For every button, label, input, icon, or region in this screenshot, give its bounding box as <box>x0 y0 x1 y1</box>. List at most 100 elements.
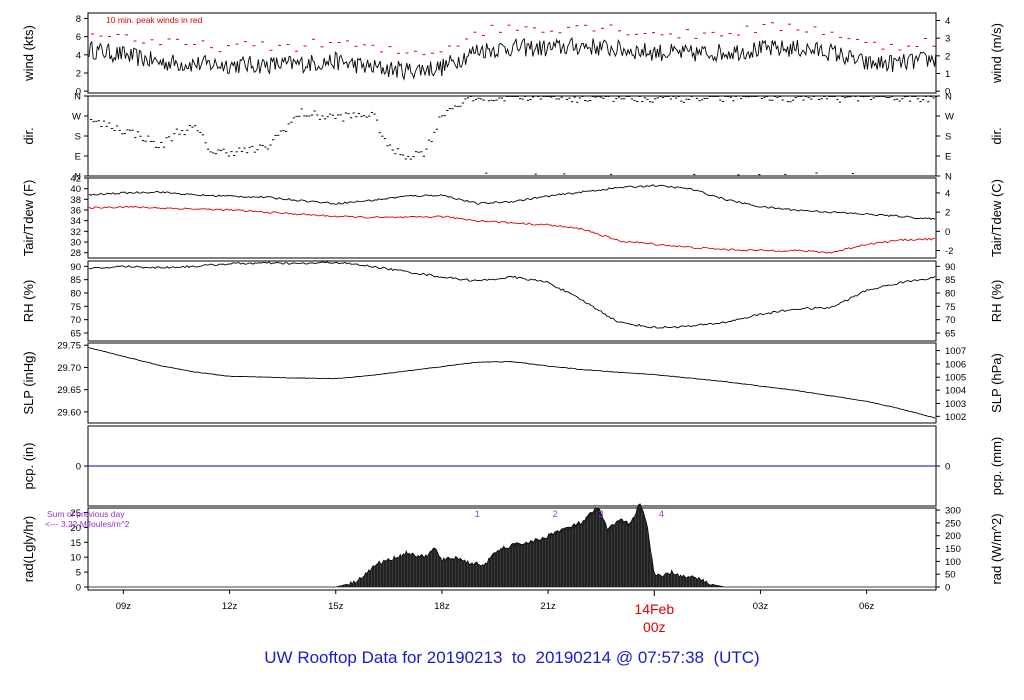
y-tick-label-right: E <box>945 152 951 163</box>
dir-panel-frame <box>87 95 937 177</box>
y-tick-label-left: N <box>74 92 81 103</box>
y-tick-label-left: 75 <box>70 302 81 313</box>
y-tick-label-right: 1007 <box>945 346 966 357</box>
y-tick-label-right: 70 <box>945 315 956 326</box>
y-tick-label-right: 65 <box>945 329 956 340</box>
y-tick-label-right: 0 <box>945 227 950 238</box>
y-tick-label-left: 4 <box>76 50 81 61</box>
pcp-ylabel-left: pcp. (in) <box>21 443 36 490</box>
y-tick-label-left: 70 <box>70 315 81 326</box>
rad-ylabel-right: rad (W/m^2) <box>989 513 1004 584</box>
x-tick-label: 03z <box>753 601 769 612</box>
wind-ylabel-left: wind (kts) <box>21 25 36 82</box>
y-tick-label-right: 1002 <box>945 412 966 423</box>
y-tick-label-right: 3 <box>945 34 950 45</box>
y-tick-label-right: 90 <box>945 262 956 273</box>
y-tick-label-right: N <box>945 92 952 103</box>
y-tick-label-left: 34 <box>70 216 81 227</box>
y-tick-label-left: 80 <box>70 289 81 300</box>
wind-ylabel-right: wind (m/s) <box>989 23 1004 84</box>
y-tick-label-left: 0 <box>76 87 81 98</box>
x-tick-label: 12z <box>222 601 238 612</box>
y-tick-label-right: 200 <box>945 531 961 542</box>
y-tick-label-left: E <box>75 152 81 163</box>
y-tick-label-right: S <box>945 132 951 143</box>
temp-ylabel-left: Tair/Tdew (F) <box>21 180 36 257</box>
y-tick-label-right: 50 <box>945 570 956 581</box>
y-tick-label-left: 36 <box>70 206 81 217</box>
y-tick-label-left: 29.70 <box>57 363 81 374</box>
y-tick-label-left: 65 <box>70 329 81 340</box>
y-tick-label-left: W <box>72 112 81 123</box>
temp-ylabel-right: Tair/Tdew (C) <box>989 179 1004 257</box>
y-tick-label-right: 0 <box>945 462 950 473</box>
y-tick-label-right: 150 <box>945 544 961 555</box>
temp-series-tdew <box>88 205 936 254</box>
rad-marker-label: 3 <box>599 509 604 519</box>
y-tick-label-right: 75 <box>945 302 956 313</box>
dir-scatter <box>90 95 938 176</box>
rh-panel-frame <box>87 260 937 342</box>
y-tick-label-right: N <box>945 172 952 183</box>
wind-panel-frame <box>87 12 937 94</box>
y-tick-label-left: 5 <box>76 568 81 579</box>
day-marker-date: 14Feb <box>634 601 674 617</box>
wind-annotation: 10 min. peak winds in red <box>106 15 203 25</box>
day-marker-time: 00z <box>643 619 666 635</box>
y-tick-label-right: 2 <box>945 208 950 219</box>
x-tick-label: 18z <box>434 601 450 612</box>
y-tick-label-left: 2 <box>76 69 81 80</box>
rh-ylabel-right: RH (%) <box>989 280 1004 323</box>
x-tick-label: 06z <box>859 601 875 612</box>
plot-title: UW Rooftop Data for 20190213 to 20190214… <box>264 648 760 667</box>
rh-series <box>88 261 936 329</box>
dir-ylabel-left: dir. <box>21 127 36 144</box>
x-tick-label: 09z <box>116 601 132 612</box>
rad-area-series <box>335 503 726 588</box>
slp-series <box>88 347 936 419</box>
y-tick-label-left: 90 <box>70 262 81 273</box>
y-tick-label-left: 0 <box>76 583 81 594</box>
y-tick-label-left: 29.60 <box>57 407 81 418</box>
y-tick-label-right: W <box>945 112 954 123</box>
slp-panel-frame <box>87 342 937 424</box>
y-tick-label-left: N <box>74 172 81 183</box>
y-tick-label-left: 20 <box>70 523 81 534</box>
y-tick-label-left: 30 <box>70 238 81 249</box>
y-tick-label-left: 8 <box>76 14 81 25</box>
y-tick-label-right: 0 <box>945 87 950 98</box>
dir-ylabel-right: dir. <box>989 127 1004 144</box>
y-tick-label-left: 38 <box>70 195 81 206</box>
y-tick-label-right: 2 <box>945 51 950 62</box>
temp-panel-frame <box>87 177 937 259</box>
y-tick-label-right: 300 <box>945 506 961 517</box>
y-tick-label-left: 42 <box>70 174 81 185</box>
rad-marker-label: 2 <box>553 509 558 519</box>
x-tick-label: 21z <box>540 601 556 612</box>
y-tick-label-right: 1004 <box>945 386 966 397</box>
y-tick-label-left: 32 <box>70 227 81 238</box>
y-tick-label-left: 85 <box>70 275 81 286</box>
wind-peak-series <box>91 22 936 56</box>
wind-mean-series <box>88 36 937 81</box>
y-tick-label-right: -2 <box>945 246 953 257</box>
y-tick-label-left: 0 <box>76 462 81 473</box>
y-tick-label-right: 250 <box>945 518 961 529</box>
temp-series-tair <box>88 184 936 220</box>
rh-ylabel-left: RH (%) <box>21 280 36 323</box>
y-tick-label-right: 1005 <box>945 373 966 384</box>
y-tick-label-left: 25 <box>70 508 81 519</box>
rad-area <box>335 503 726 588</box>
y-tick-label-right: 4 <box>945 16 950 27</box>
y-tick-label-right: 4 <box>945 188 950 199</box>
y-tick-label-left: 28 <box>70 248 81 259</box>
rad-marker-label: 1 <box>475 509 480 519</box>
y-tick-label-right: 0 <box>945 583 950 594</box>
slp-ylabel-left: SLP (inHg) <box>21 351 36 414</box>
rad-annotation-line: <--- 3.22 MJoules/m^2 <box>45 519 130 529</box>
y-tick-label-right: 1 <box>945 69 950 80</box>
y-tick-label-right: 1003 <box>945 399 966 410</box>
y-tick-label-left: 10 <box>70 553 81 564</box>
x-tick-label: 15z <box>328 601 344 612</box>
